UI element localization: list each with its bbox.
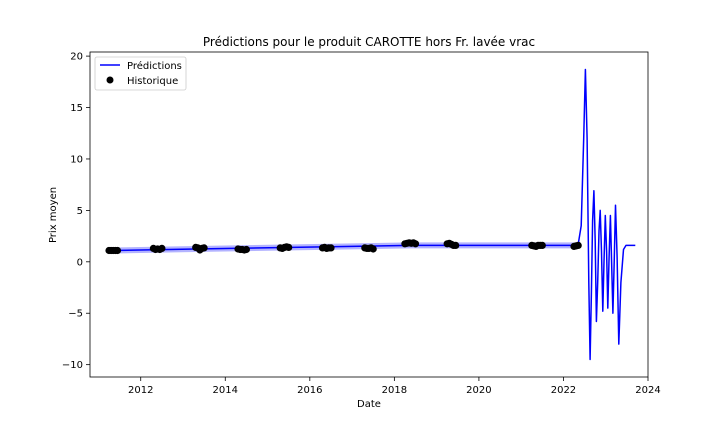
historique-point: [200, 244, 208, 252]
historique-point: [285, 243, 293, 251]
chart-title: Prédictions pour le produit CAROTTE hors…: [203, 35, 535, 49]
historique-point: [538, 241, 546, 249]
plot-area-frame: [89, 51, 649, 378]
x-axis: 2012 2014 2016 2018 2020 2022 2024: [128, 377, 661, 396]
y-tick-label: −10: [62, 360, 83, 371]
historique-point: [327, 244, 335, 252]
legend-label-predictions: Prédictions: [127, 60, 182, 72]
x-tick-label: 2024: [635, 385, 660, 396]
y-tick-label: 15: [70, 103, 83, 114]
historique-point: [574, 241, 582, 249]
x-tick-label: 2016: [297, 385, 322, 396]
y-tick-label: 10: [70, 154, 83, 165]
x-tick-label: 2020: [466, 385, 491, 396]
x-tick-label: 2012: [128, 385, 153, 396]
y-axis: −10 −5 0 5 10 15 20: [62, 52, 90, 371]
x-tick-label: 2014: [213, 385, 238, 396]
y-axis-label: Prix moyen: [48, 187, 59, 243]
historique-point: [452, 241, 460, 249]
x-tick-label: 2018: [382, 385, 407, 396]
historique-point: [411, 240, 420, 248]
legend-dot-swatch: [106, 76, 114, 84]
historique-point: [369, 245, 377, 253]
legend: Prédictions Historique: [94, 56, 187, 91]
series-line-predictions: [111, 68, 636, 361]
historique-point: [242, 245, 250, 254]
historique-point: [158, 244, 166, 252]
x-axis-label: Date: [357, 399, 381, 410]
y-tick-label: 0: [77, 257, 83, 268]
x-tick-label: 2022: [551, 385, 576, 396]
legend-label-historique: Historique: [127, 76, 178, 87]
y-tick-label: −5: [68, 309, 83, 320]
y-tick-label: 20: [70, 52, 83, 63]
historique-point: [113, 246, 122, 255]
y-tick-label: 5: [77, 206, 83, 217]
